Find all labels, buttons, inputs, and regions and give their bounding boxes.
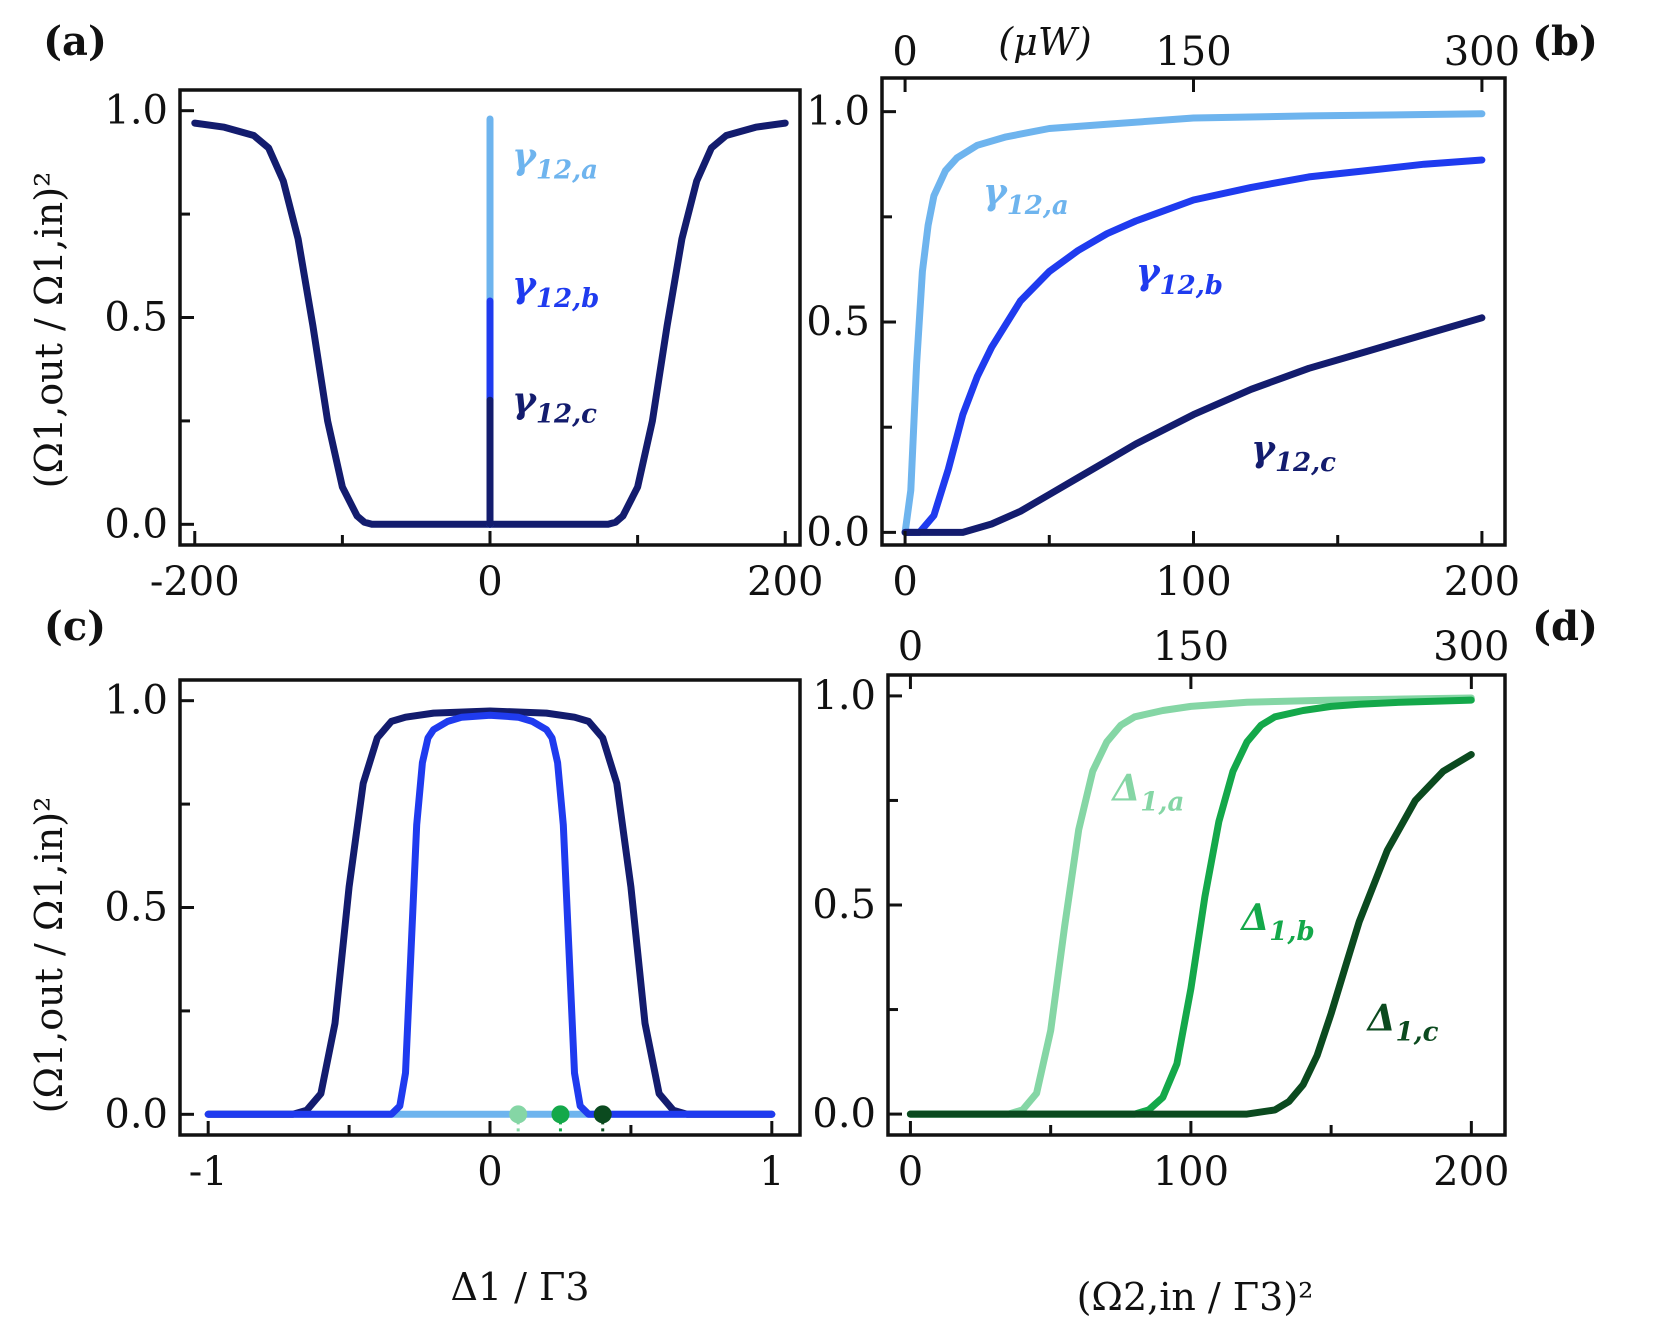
y-tick-label: 0.5: [104, 295, 168, 341]
panel-a: (a) -200 0 200 0.0 0.5 1.0 γ12,a γ12,b γ12,c: [43, 18, 823, 605]
panel-b: (b) 0 100 200 0.0 0.5 1.0 0 150 300 γ12,a γ12,b γ12,…: [806, 18, 1598, 605]
series-line--12-c: [204, 707, 776, 1118]
x-tick-label: -200: [150, 559, 240, 605]
detuning-marker: [593, 1105, 612, 1124]
y-tick-label: 0.0: [812, 1091, 876, 1137]
panel-letter: (d): [1532, 603, 1598, 650]
x-tick-label: 0: [892, 559, 917, 605]
panel-letter: (c): [44, 603, 106, 650]
annotation-gamma-c: γ12,c: [512, 380, 597, 430]
x-tick-label: 200: [1433, 1149, 1509, 1195]
annotation-gamma-b: γ12,b: [1136, 251, 1223, 301]
annotation-delta-a: Δ1,a: [1110, 767, 1184, 817]
series-line--1-b: [906, 696, 1475, 1118]
y-axis-label-bottom: (Ω1,out / Ω1,in)²: [27, 797, 71, 1114]
annotation-gamma-a: γ12,a: [983, 171, 1069, 221]
detuning-marker: [551, 1105, 570, 1124]
series-line--12-b: [901, 156, 1486, 536]
x-axis-label-c: Δ1 / Γ3: [450, 1265, 589, 1309]
y-tick-label: 1.0: [104, 88, 168, 134]
x-tick-label: 1: [759, 1149, 784, 1195]
x-tick-label: 0: [898, 1149, 923, 1195]
series-line--12-b: [204, 711, 776, 1118]
x-tick-label: 0: [477, 559, 502, 605]
top-tick-label: 300: [1433, 624, 1509, 670]
top-tick-label: 300: [1444, 29, 1520, 75]
x-tick-label: 0: [477, 1149, 502, 1195]
y-tick-label: 0.0: [104, 501, 168, 547]
x-tick-label: 200: [1444, 559, 1520, 605]
series-line--12-c: [901, 314, 1486, 536]
annotation-delta-b: Δ1,b: [1239, 897, 1314, 947]
y-tick-label: 1.0: [806, 89, 870, 135]
y-tick-label: 0.0: [806, 509, 870, 555]
plot-frame: [886, 673, 1507, 1137]
panel-d: (d) 0 100 200 0.0 0.5 1.0 0 150 300 Δ1,a Δ1,b Δ1,c: [812, 603, 1598, 1195]
annotation-gamma-b: γ12,b: [512, 264, 599, 314]
y-tick-label: 0.5: [812, 882, 876, 928]
panel-letter: (b): [1532, 18, 1598, 65]
top-tick-label: 0: [892, 29, 917, 75]
detuning-marker: [509, 1105, 528, 1124]
plot-frame: [178, 678, 802, 1137]
top-tick-label: 0: [898, 624, 923, 670]
top-unit-label-b: (μW): [998, 20, 1091, 64]
panel-letter: (a): [43, 18, 107, 65]
x-tick-label: 200: [747, 559, 823, 605]
annotation-delta-c: Δ1,c: [1366, 997, 1439, 1047]
x-tick-label: -1: [189, 1149, 228, 1195]
y-tick-label: 0.0: [104, 1091, 168, 1137]
annotation-gamma-c: γ12,c: [1251, 428, 1336, 478]
top-tick-label: 150: [1153, 624, 1229, 670]
y-tick-label: 0.5: [806, 299, 870, 345]
x-tick-label: 100: [1155, 559, 1231, 605]
series-line--12-a: [901, 110, 1486, 536]
series-line--1-a: [906, 694, 1475, 1118]
y-tick-label: 1.0: [812, 673, 876, 719]
x-tick-label: 100: [1153, 1149, 1229, 1195]
panel-c: (c) -1 0 1 0.0 0.5 1.0: [44, 603, 802, 1195]
x-axis-label-d: (Ω2,in / Γ3)²: [1077, 1275, 1314, 1319]
series-line--1-c: [906, 751, 1475, 1118]
y-axis-label-top: (Ω1,out / Ω1,in)²: [27, 172, 71, 489]
y-tick-label: 0.5: [104, 885, 168, 931]
top-tick-label: 150: [1155, 29, 1231, 75]
annotation-gamma-a: γ12,a: [512, 136, 598, 186]
y-tick-label: 1.0: [104, 678, 168, 724]
